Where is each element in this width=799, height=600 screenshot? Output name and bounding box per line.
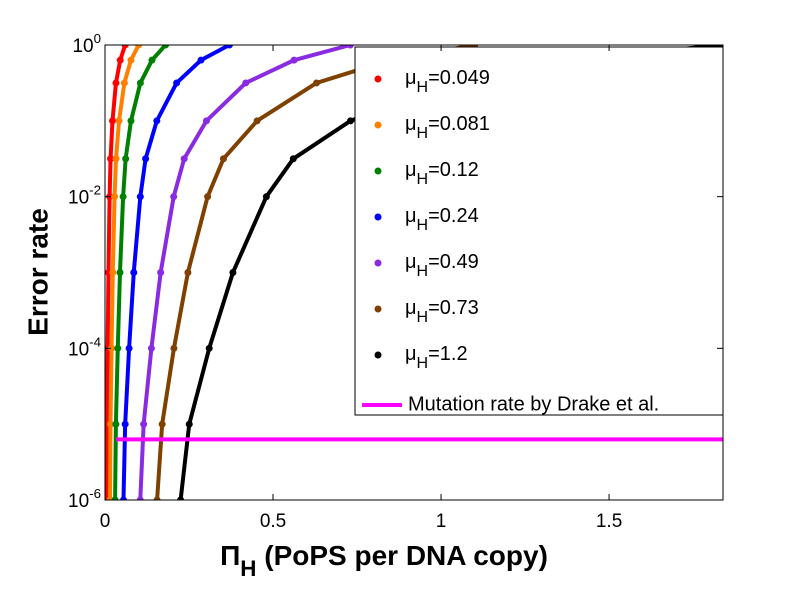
point xyxy=(112,420,120,428)
point xyxy=(170,193,178,201)
legend-label: μH=0.49 xyxy=(405,251,479,279)
legend-label: μH=1.2 xyxy=(405,343,468,371)
point xyxy=(184,269,192,276)
point xyxy=(173,79,181,87)
point xyxy=(135,45,143,49)
axes-frame xyxy=(104,44,724,501)
legend-marker xyxy=(374,305,382,313)
legend-marker xyxy=(374,121,382,129)
point xyxy=(253,117,261,125)
legend-marker xyxy=(374,167,382,175)
point xyxy=(112,155,120,163)
point xyxy=(180,155,188,163)
point xyxy=(205,344,213,352)
point xyxy=(114,344,122,352)
legend-box xyxy=(354,46,724,416)
y-tick-label: 100 xyxy=(72,31,101,57)
point xyxy=(262,193,270,201)
x-tick-label: 0.5 xyxy=(260,511,286,532)
point xyxy=(108,117,116,125)
point xyxy=(185,420,193,428)
point xyxy=(219,155,227,163)
legend-marker xyxy=(374,75,382,83)
point xyxy=(111,496,119,500)
point xyxy=(107,155,115,163)
point xyxy=(121,45,129,49)
point xyxy=(109,269,117,276)
legend-marker xyxy=(374,351,382,359)
point xyxy=(158,420,166,428)
y-tick-label: 10-2 xyxy=(68,183,101,209)
point xyxy=(140,420,148,428)
legend-marker xyxy=(374,213,382,221)
point xyxy=(136,193,144,201)
x-tick-label: 1 xyxy=(436,511,447,532)
point xyxy=(289,155,297,163)
point xyxy=(202,117,210,125)
point xyxy=(242,79,250,87)
series-line xyxy=(113,45,167,500)
legend-label: μH=0.24 xyxy=(405,205,479,233)
point xyxy=(107,420,115,428)
x-tick-label: 1.5 xyxy=(596,511,622,532)
overlay: μH=0.049 μH=0.081 μH=0.12 μH=0.24 μH=0.49 μH=… xyxy=(68,31,724,532)
point xyxy=(136,496,144,500)
point xyxy=(229,269,237,276)
point xyxy=(115,117,123,125)
point xyxy=(177,496,185,500)
point xyxy=(197,56,205,64)
point xyxy=(153,117,161,125)
point xyxy=(147,344,155,352)
legend-label: μH=0.081 xyxy=(405,113,490,141)
y-tick-label: 10-4 xyxy=(68,334,101,360)
point xyxy=(290,56,298,64)
point xyxy=(170,344,178,352)
point xyxy=(204,193,212,201)
legend-label: μH=0.049 xyxy=(405,67,490,95)
point xyxy=(142,155,150,163)
point xyxy=(225,45,233,49)
point xyxy=(112,79,120,87)
series-line xyxy=(155,45,476,500)
point xyxy=(119,496,127,500)
y-axis-label: Error rate xyxy=(22,208,53,336)
point xyxy=(108,344,116,352)
legend-label: μH=0.73 xyxy=(405,297,479,325)
legend-label: Mutation rate by Drake et al. xyxy=(408,393,659,415)
point xyxy=(119,193,127,201)
series-line xyxy=(121,45,231,500)
point xyxy=(136,79,144,87)
y-tick-label: 10-6 xyxy=(68,486,101,512)
point xyxy=(116,269,124,276)
series-line xyxy=(138,45,351,500)
point xyxy=(111,193,119,201)
point xyxy=(347,117,355,125)
legend-label: μH=0.12 xyxy=(405,159,479,187)
point xyxy=(313,79,321,87)
point xyxy=(122,155,130,163)
point xyxy=(157,269,165,276)
point xyxy=(125,344,133,352)
series-line xyxy=(108,45,141,500)
x-tick-label: 0 xyxy=(100,511,111,532)
point xyxy=(116,56,124,64)
point xyxy=(153,496,161,500)
point xyxy=(161,45,169,49)
point xyxy=(120,79,128,87)
point xyxy=(130,269,138,276)
point xyxy=(148,56,156,64)
point xyxy=(127,117,135,125)
legend-marker xyxy=(374,259,382,267)
series-line xyxy=(105,45,128,500)
x-axis-label: ΠH (PoPS per DNA copy) xyxy=(220,540,548,581)
point xyxy=(121,420,129,428)
point xyxy=(346,45,354,49)
point xyxy=(127,56,135,64)
